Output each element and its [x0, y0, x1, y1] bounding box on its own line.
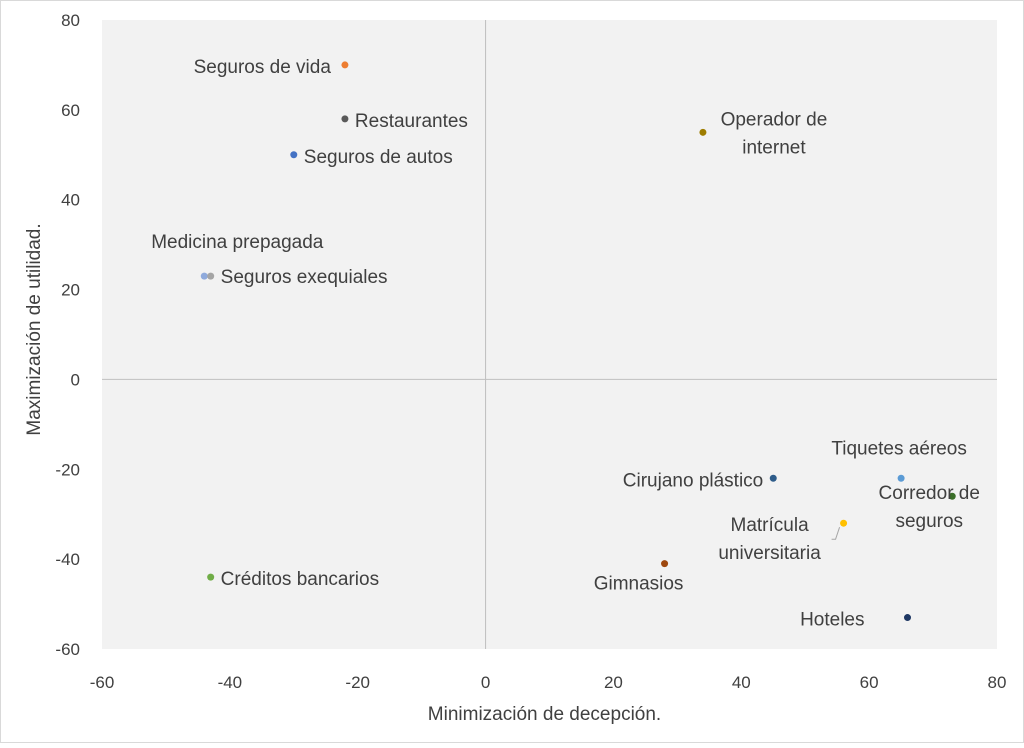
data-point	[661, 560, 669, 568]
y-tick-label: 80	[61, 11, 80, 30]
data-point	[207, 573, 215, 581]
data-point	[897, 474, 905, 482]
data-point	[200, 272, 208, 280]
data-point	[207, 272, 215, 280]
data-label: Medicina prepagada	[151, 232, 324, 253]
data-point	[290, 151, 298, 159]
data-label: Seguros de vida	[194, 57, 332, 78]
data-label: Matrícula universitaria	[718, 515, 821, 564]
data-label: Seguros exequiales	[221, 267, 388, 288]
data-label: Corredor de seguros	[879, 483, 980, 532]
y-tick-label: 0	[71, 370, 80, 389]
x-axis-label: Minimización de decepción.	[428, 704, 661, 725]
y-tick-label: -20	[55, 460, 80, 479]
x-tick-label: 40	[732, 673, 751, 692]
y-tick-label: -60	[55, 640, 80, 659]
data-points	[200, 61, 956, 622]
y-axis-label: Maximización de utilidad.	[24, 223, 45, 435]
y-tick-label: 40	[61, 191, 80, 210]
data-label: Tiquetes aéreos	[831, 438, 967, 459]
x-axis-ticks: -60 -40 -20 0 20 40 60 80	[90, 673, 1007, 692]
x-tick-label: 60	[860, 673, 879, 692]
x-tick-label: 0	[481, 673, 490, 692]
y-tick-label: 20	[61, 281, 80, 300]
data-label: Cirujano plástico	[623, 470, 763, 491]
leader-line	[831, 527, 841, 540]
data-point	[904, 614, 911, 622]
data-point	[769, 474, 777, 482]
data-label: Seguros de autos	[304, 147, 453, 168]
x-tick-label: 20	[604, 673, 623, 692]
data-label: Gimnasios	[594, 574, 684, 595]
data-label: Restaurantes	[355, 111, 468, 132]
data-point	[948, 492, 956, 500]
y-tick-label: -40	[55, 550, 80, 569]
x-tick-label: -40	[218, 673, 243, 692]
data-point	[341, 61, 349, 69]
y-tick-label: 60	[61, 101, 80, 120]
y-axis-ticks: 80 60 40 20 0 -20 -40 -60	[55, 11, 80, 659]
data-point	[341, 115, 349, 123]
data-labels: Seguros de vida Restaurantes Seguros de au…	[151, 57, 980, 631]
plot-area	[102, 20, 997, 649]
data-point	[699, 128, 707, 136]
x-tick-label: -20	[345, 673, 370, 692]
x-tick-label: -60	[90, 673, 115, 692]
x-tick-label: 80	[988, 673, 1007, 692]
data-point	[840, 519, 848, 527]
data-label: Créditos bancarios	[221, 569, 379, 590]
data-label: Operador de internet	[721, 109, 828, 158]
data-label: Hoteles	[800, 610, 864, 631]
